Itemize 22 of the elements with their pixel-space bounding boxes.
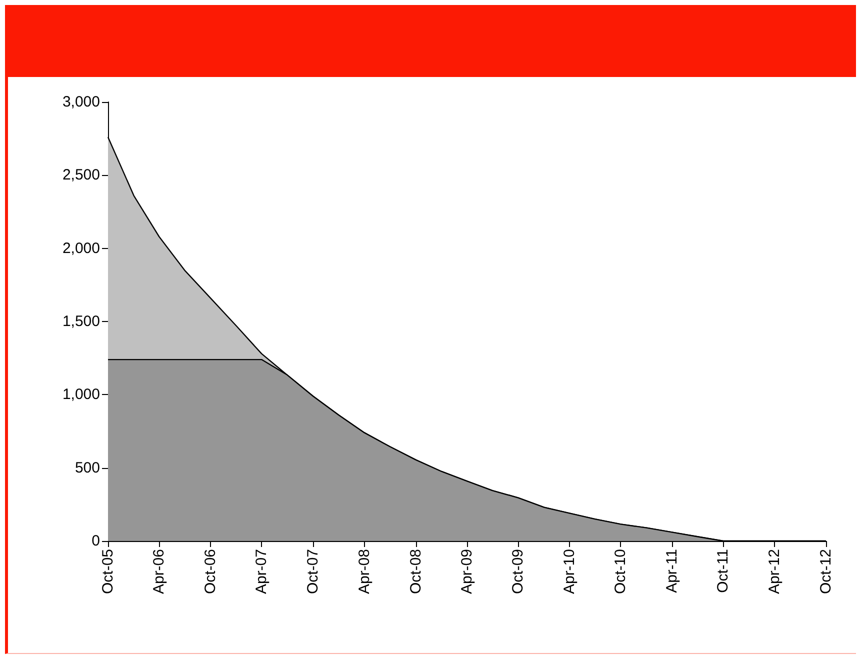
y-tick-label: 500 bbox=[74, 459, 100, 476]
x-tick-label: Oct-12 bbox=[818, 549, 834, 594]
y-tick-label: 0 bbox=[92, 532, 100, 550]
x-tick-label: Oct-11 bbox=[714, 549, 732, 593]
y-tick-label: 1,000 bbox=[62, 386, 100, 404]
x-tick-label: Oct-10 bbox=[612, 549, 630, 594]
y-tick-label: 3,000 bbox=[62, 94, 100, 110]
x-tick-label: Apr-06 bbox=[150, 549, 168, 594]
x-tick-label: Apr-08 bbox=[356, 549, 373, 594]
x-tick-label: Oct-08 bbox=[407, 549, 424, 594]
x-tick-label: Oct-05 bbox=[100, 549, 116, 594]
x-tick-label: Apr-12 bbox=[766, 549, 784, 594]
x-tick-label: Apr-10 bbox=[560, 549, 578, 594]
x-tick-label: Apr-11 bbox=[663, 549, 680, 593]
x-tick-label: Oct-09 bbox=[510, 549, 527, 594]
x-tick-label: Apr-07 bbox=[253, 549, 270, 594]
y-tick-label: 2,000 bbox=[62, 240, 100, 257]
x-tick-label: Oct-06 bbox=[202, 549, 219, 594]
x-tick-label: Apr-09 bbox=[458, 549, 476, 594]
x-tick-label: Oct-07 bbox=[304, 549, 322, 594]
y-tick-label: 1,500 bbox=[62, 313, 100, 330]
y-tick-label: 2,500 bbox=[62, 166, 100, 184]
